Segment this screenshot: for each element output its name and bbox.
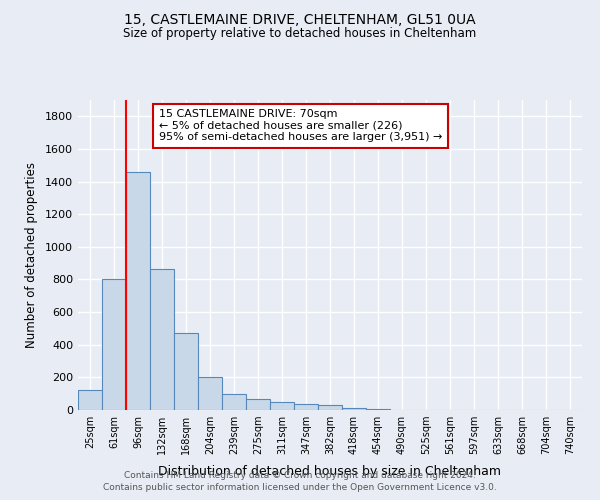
Bar (126, 172, 150, 410)
Text: Size of property relative to detached houses in Cheltenham: Size of property relative to detached ho… (124, 28, 476, 40)
Text: Contains HM Land Registry data © Crown copyright and database right 2024.
Contai: Contains HM Land Registry data © Crown c… (103, 471, 497, 492)
Text: 15, CASTLEMAINE DRIVE, CHELTENHAM, GL51 0UA: 15, CASTLEMAINE DRIVE, CHELTENHAM, GL51 … (124, 12, 476, 26)
Bar (246, 400, 270, 410)
Bar (222, 394, 246, 410)
Bar (174, 332, 198, 410)
Bar (150, 269, 174, 410)
X-axis label: Distribution of detached houses by size in Cheltenham: Distribution of detached houses by size … (158, 466, 502, 478)
Bar (198, 378, 222, 410)
Bar (102, 280, 126, 410)
Bar (270, 402, 294, 410)
Text: 15 CASTLEMAINE DRIVE: 70sqm
← 5% of detached houses are smaller (226)
95% of sem: 15 CASTLEMAINE DRIVE: 70sqm ← 5% of deta… (158, 110, 442, 142)
Bar (294, 404, 318, 410)
Bar (318, 405, 342, 410)
Bar (78, 390, 102, 410)
Y-axis label: Number of detached properties: Number of detached properties (25, 162, 38, 348)
Bar (366, 409, 390, 410)
Bar (342, 408, 366, 410)
